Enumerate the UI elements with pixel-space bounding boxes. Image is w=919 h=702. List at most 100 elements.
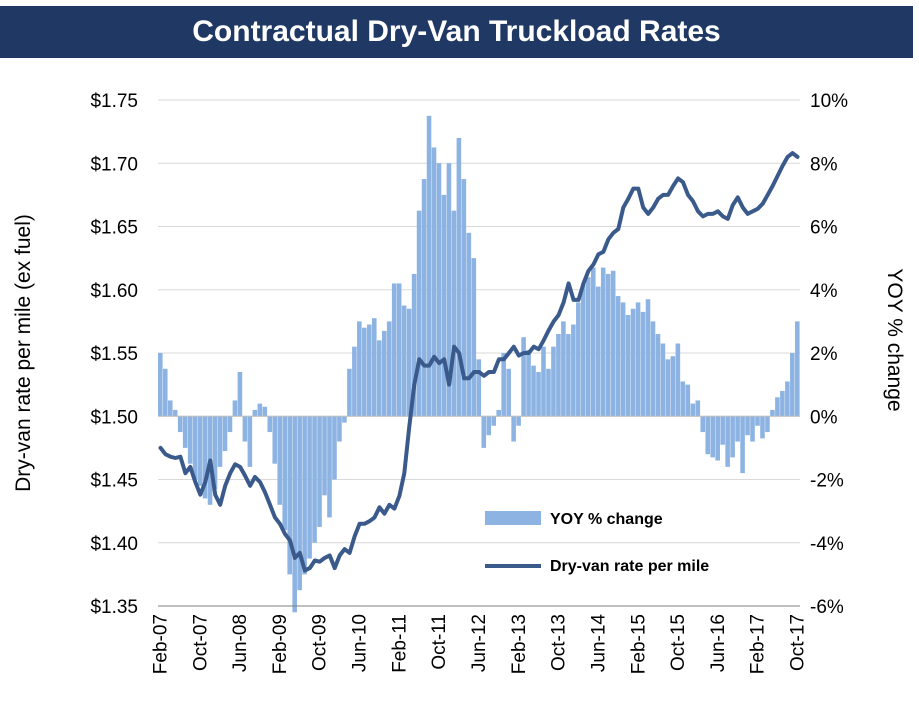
yoy-bar bbox=[411, 273, 417, 417]
yoy-bar bbox=[227, 416, 233, 433]
yoy-bar bbox=[357, 321, 362, 417]
legend: YOY % change Dry-van rate per mile bbox=[485, 511, 709, 575]
yoy-bar bbox=[252, 409, 258, 417]
yoy-bar bbox=[158, 353, 163, 417]
yoy-bar bbox=[521, 337, 526, 417]
yoy-bar bbox=[222, 416, 228, 452]
yoy-bar bbox=[232, 400, 238, 417]
yoy-bar bbox=[610, 270, 616, 417]
yoy-bar bbox=[367, 324, 372, 417]
yoy-bar bbox=[675, 343, 681, 417]
yoy-bar bbox=[566, 334, 571, 417]
yoy-bar bbox=[287, 416, 292, 575]
yoy-bar bbox=[431, 147, 437, 417]
yoy-bar bbox=[571, 324, 576, 417]
yoy-bar bbox=[685, 384, 691, 417]
yoy-bar bbox=[162, 368, 168, 417]
y2-tick-label: -2% bbox=[810, 471, 844, 492]
yoy-bar bbox=[595, 286, 601, 417]
yoy-bar bbox=[785, 381, 790, 417]
yoy-bar bbox=[401, 305, 407, 417]
legend-bar-swatch bbox=[485, 511, 541, 525]
yoy-bar bbox=[755, 416, 760, 426]
x-tick-label: Oct-07 bbox=[190, 614, 211, 671]
yoy-bar bbox=[645, 299, 651, 417]
yoy-bar bbox=[695, 400, 701, 417]
yoy-bar bbox=[262, 406, 268, 417]
yoy-bar bbox=[551, 346, 556, 417]
yoy-bar bbox=[486, 416, 492, 436]
x-tick-label: Jun-16 bbox=[708, 614, 729, 672]
yoy-bar bbox=[277, 416, 283, 505]
y2-tick-label: -4% bbox=[810, 534, 844, 555]
y-tick-label: $1.75 bbox=[90, 91, 138, 112]
x-tick-label: Feb-15 bbox=[628, 614, 649, 674]
yoy-bar bbox=[307, 416, 312, 559]
x-tick-label: Feb-11 bbox=[389, 614, 410, 673]
yoy-bar bbox=[197, 416, 203, 486]
x-tick-label: Oct-17 bbox=[788, 614, 809, 671]
yoy-bar bbox=[396, 283, 402, 417]
x-tick-label: Feb-09 bbox=[270, 614, 291, 674]
x-axis-ticks: Feb-07 Oct-07 Jun-08 Feb-09 Oct-09 Jun-10 Feb-… bbox=[150, 614, 808, 675]
yoy-bar bbox=[446, 163, 452, 417]
yoy-bar bbox=[650, 321, 656, 417]
yoy-bar bbox=[491, 416, 497, 426]
yoy-bar bbox=[386, 321, 392, 417]
yoy-bar bbox=[242, 416, 248, 442]
legend-bar-label: YOY % change bbox=[550, 511, 663, 528]
yoy-bar bbox=[705, 416, 711, 455]
legend-line-label: Dry-van rate per mile bbox=[550, 558, 709, 575]
yoy-bar bbox=[177, 416, 183, 433]
yoy-bar bbox=[461, 179, 467, 417]
yoy-bar bbox=[586, 277, 591, 417]
yoy-bar bbox=[720, 416, 725, 445]
yoy-bar bbox=[347, 368, 352, 417]
right-axis-title: YOY % change bbox=[883, 268, 906, 411]
yoy-bar bbox=[167, 400, 173, 417]
yoy-bar bbox=[630, 308, 636, 417]
left-axis-ticks: $1.35 $1.40 $1.45 $1.50 $1.55 $1.60 $1.65 $1.70… bbox=[90, 91, 138, 618]
y-tick-label: $1.50 bbox=[90, 407, 138, 428]
yoy-bar bbox=[172, 409, 178, 417]
y-tick-label: $1.40 bbox=[90, 534, 138, 555]
rate-line-series bbox=[158, 151, 800, 573]
chart-title: Contractual Dry-Van Truckload Rates bbox=[0, 6, 913, 58]
yoy-bar bbox=[257, 403, 263, 417]
yoy-bar bbox=[217, 416, 223, 467]
yoy-bar bbox=[302, 416, 307, 575]
yoy-bar bbox=[795, 321, 800, 417]
yoy-bar bbox=[536, 371, 541, 417]
yoy-bar bbox=[406, 308, 412, 417]
yoy-bar bbox=[506, 368, 511, 417]
x-tick-label: Oct-15 bbox=[668, 614, 689, 671]
yoy-bar bbox=[790, 353, 795, 417]
x-tick-label: Oct-09 bbox=[310, 614, 331, 671]
x-tick-label: Oct-13 bbox=[549, 614, 570, 671]
yoy-bar bbox=[416, 210, 422, 417]
y-tick-label: $1.35 bbox=[90, 597, 138, 618]
yoy-bar bbox=[471, 258, 477, 417]
yoy-bar bbox=[516, 416, 521, 426]
yoy-bar bbox=[272, 416, 278, 464]
yoy-bar bbox=[292, 416, 297, 613]
x-tick-label: Jun-12 bbox=[469, 614, 490, 672]
yoy-bar bbox=[735, 416, 740, 442]
yoy-bar bbox=[740, 416, 745, 474]
yoy-bar bbox=[501, 353, 506, 417]
yoy-bar bbox=[391, 283, 397, 417]
yoy-bar bbox=[476, 359, 482, 417]
yoy-bar bbox=[237, 371, 243, 417]
yoy-bar bbox=[342, 416, 347, 423]
yoy-bar bbox=[745, 416, 750, 436]
yoy-bar bbox=[436, 163, 442, 417]
x-tick-label: Jun-14 bbox=[588, 614, 609, 673]
yoy-bar bbox=[590, 267, 596, 417]
yoy-bar bbox=[352, 346, 357, 417]
yoy-bar bbox=[212, 416, 218, 489]
y-tick-label: $1.45 bbox=[90, 471, 138, 492]
yoy-bar bbox=[556, 334, 561, 417]
yoy-bar bbox=[332, 416, 337, 480]
yoy-bar bbox=[750, 416, 755, 442]
